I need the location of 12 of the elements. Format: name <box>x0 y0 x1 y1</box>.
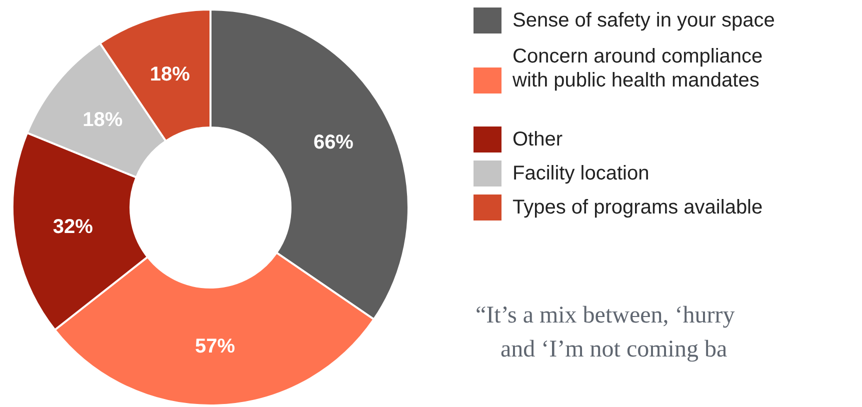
legend-label: Sense of safety in your space <box>512 10 775 32</box>
data-label: 32% <box>52 216 94 238</box>
text: “It’s a mix between, ‘hurry <box>476 302 735 328</box>
data-label: 57% <box>195 335 236 358</box>
data-label: 18% <box>150 64 190 86</box>
data-label: 66% <box>313 132 354 154</box>
legend-label: Other <box>512 128 563 150</box>
legend-label: Types of programs available <box>512 196 763 218</box>
data-label: 18% <box>82 108 123 131</box>
legend-label: Facility location <box>512 162 650 184</box>
legend-label: Concern around compliance with public health mandates <box>512 45 763 92</box>
text: and ‘I’m not coming ba <box>500 336 728 362</box>
